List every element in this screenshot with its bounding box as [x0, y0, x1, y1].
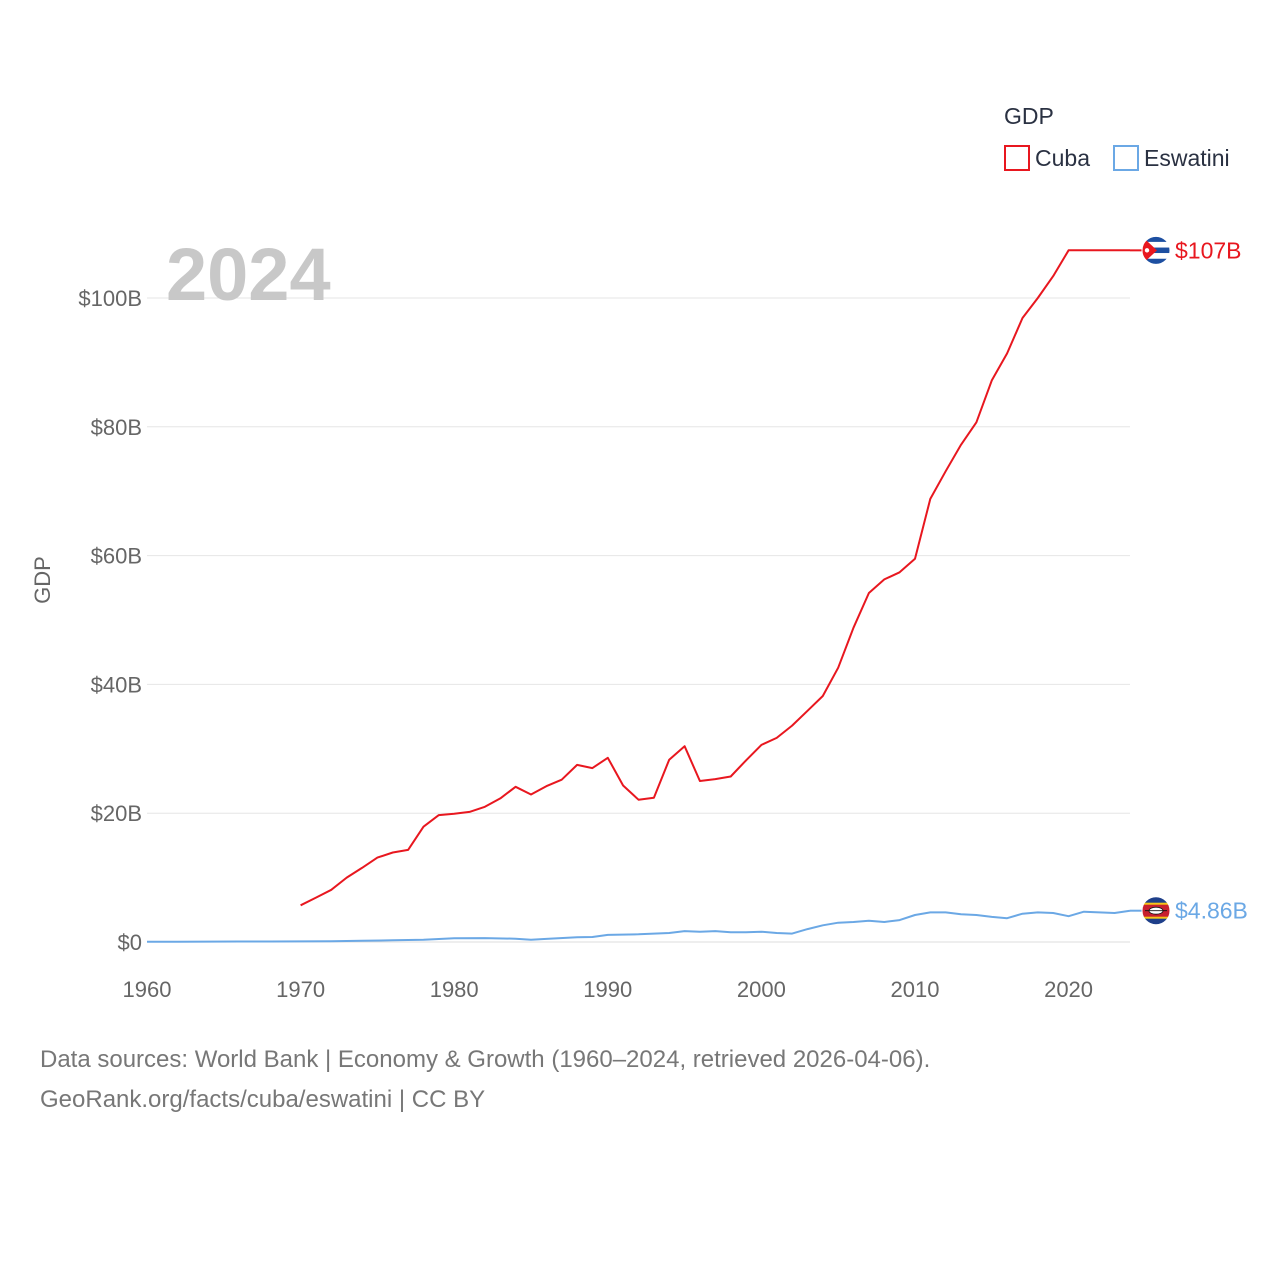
legend-title: GDP: [1004, 103, 1054, 129]
y-tick-label: $100B: [78, 286, 142, 311]
series-line-cuba[interactable]: [300, 249, 1130, 907]
series-line-eswatini[interactable]: [146, 909, 1131, 943]
x-tick-label: 1960: [123, 977, 172, 1002]
end-markers: $107B $4.86B: [1130, 235, 1248, 926]
data-source-note: Data sources: World Bank | Economy & Gro…: [40, 1046, 931, 1073]
y-axis-ticks: $0 $20B $40B $60B $80B $100B: [78, 286, 142, 955]
legend-label-eswatini[interactable]: Eswatini: [1144, 145, 1230, 171]
gdp-line-chart: $0 $20B $40B $60B $80B $100B 1960 1970 1980 1990…: [30, 103, 1248, 1002]
y-tick-label: $60B: [91, 544, 142, 569]
y-axis-title: GDP: [30, 556, 55, 604]
attribution-link[interactable]: GeoRank.org/facts/cuba/eswatini | CC BY: [40, 1086, 486, 1113]
x-tick-label: 2000: [737, 977, 786, 1002]
legend-swatch-eswatini[interactable]: [1113, 145, 1139, 171]
y-tick-label: $0: [118, 930, 142, 955]
x-tick-label: 1990: [583, 977, 632, 1002]
y-tick-label: $20B: [91, 801, 142, 826]
grid-lines: [147, 297, 1130, 943]
legend-swatch-cuba[interactable]: [1004, 145, 1030, 171]
end-value-label-cuba: $107B: [1175, 237, 1242, 263]
footer: Data sources: World Bank | Economy & Gro…: [40, 1040, 1240, 1120]
cuba-flag-icon: [1141, 235, 1171, 265]
year-label: 2024: [166, 233, 331, 316]
x-tick-label: 2010: [890, 977, 939, 1002]
x-tick-label: 1980: [430, 977, 479, 1002]
end-value-label-eswatini: $4.86B: [1175, 898, 1248, 924]
x-tick-label: 2020: [1044, 977, 1093, 1002]
y-tick-label: $40B: [91, 672, 142, 697]
legend: GDP Cuba Eswatini: [1004, 103, 1230, 171]
y-tick-label: $80B: [91, 415, 142, 440]
eswatini-flag-icon: [1141, 896, 1171, 926]
legend-label-cuba[interactable]: Cuba: [1035, 145, 1090, 171]
series-lines: [146, 249, 1131, 943]
x-tick-label: 1970: [276, 977, 325, 1002]
x-axis-ticks: 1960 1970 1980 1990 2000 2010 2020: [123, 977, 1094, 1002]
